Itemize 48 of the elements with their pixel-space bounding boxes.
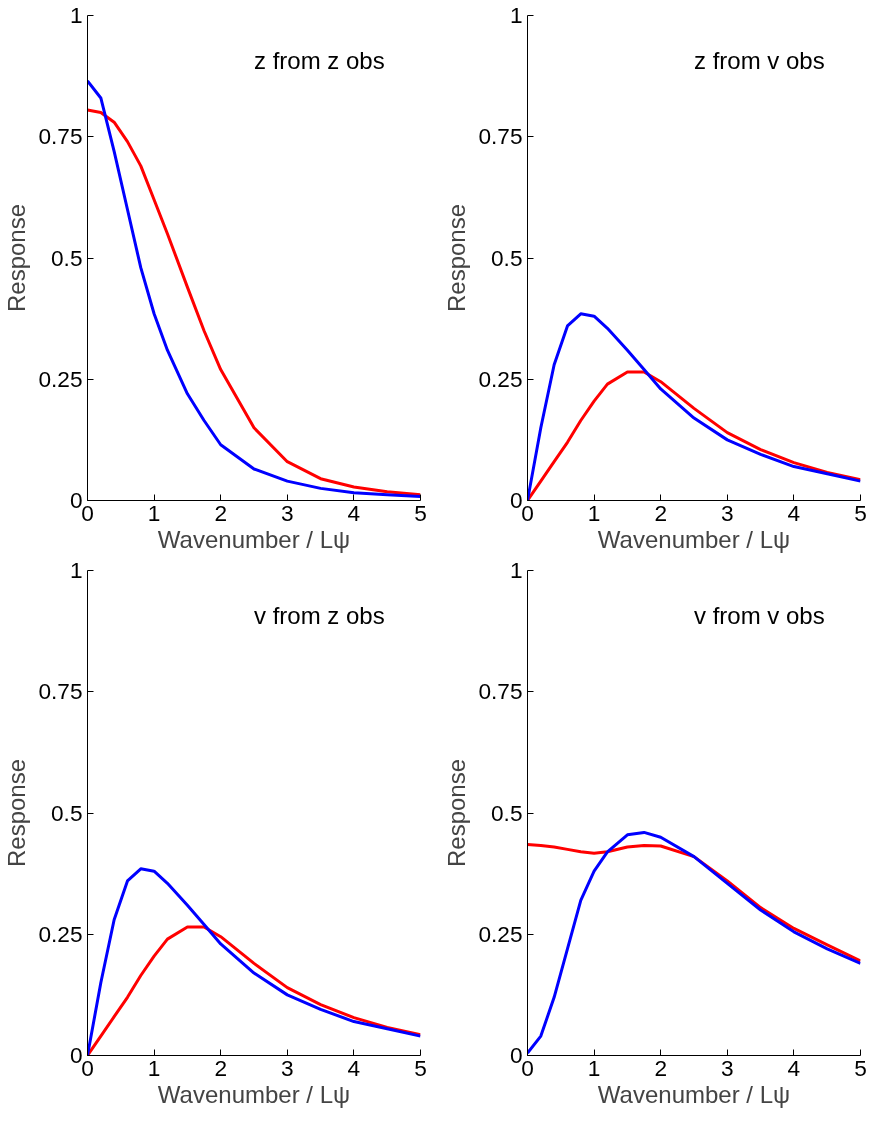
y-tick-label: 0.5 <box>51 244 83 271</box>
y-axis-title: Response <box>3 203 31 313</box>
y-tick-label: 1 <box>509 2 523 28</box>
x-tick-label: 5 <box>854 499 867 526</box>
y-axis-title: Response <box>443 203 471 313</box>
y-tick-label: 1 <box>69 557 83 583</box>
x-tick-label: 4 <box>347 1054 361 1081</box>
y-tick-label: 0.5 <box>491 244 523 271</box>
x-tick-label: 3 <box>281 499 294 526</box>
y-tick-label: 1 <box>509 557 523 583</box>
x-axis-title: Wavenumber / Lψ <box>157 525 351 553</box>
x-tick-label: 4 <box>787 1054 801 1081</box>
y-tick-label: 0.75 <box>478 678 523 705</box>
x-axis-title: Wavenumber / Lψ <box>597 1080 791 1108</box>
y-tick-label: 0.25 <box>38 365 83 392</box>
y-tick-label: 0.25 <box>478 365 523 392</box>
x-tick-label: 2 <box>214 499 228 526</box>
x-tick-label: 5 <box>414 1054 427 1081</box>
y-axis-title: Response <box>443 758 471 868</box>
text: v from z obs <box>254 601 385 629</box>
x-axis-title: Wavenumber / Lψ <box>597 525 791 553</box>
x-tick-label: 4 <box>787 499 801 526</box>
x-tick-label: 4 <box>347 499 361 526</box>
x-tick-label: 3 <box>721 499 734 526</box>
x-tick-label: 1 <box>147 499 161 526</box>
y-tick-label: 0.75 <box>38 123 83 150</box>
x-tick-label: 5 <box>414 499 427 526</box>
x-tick-label: 2 <box>214 1054 228 1081</box>
x-tick-label: 2 <box>654 1054 668 1081</box>
y-tick-label: 0.25 <box>38 920 83 947</box>
text: v from v obs <box>694 601 825 629</box>
y-tick-label: 0.5 <box>491 799 523 826</box>
x-tick-label: 3 <box>281 1054 294 1081</box>
text: z from v obs <box>694 46 825 74</box>
y-tick-label: 0.75 <box>38 678 83 705</box>
x-tick-label: 1 <box>147 1054 161 1081</box>
x-tick-label: 1 <box>587 1054 601 1081</box>
y-tick-label: 1 <box>69 2 83 28</box>
y-tick-label: 0.75 <box>478 123 523 150</box>
x-axis-title: Wavenumber / Lψ <box>157 1080 351 1108</box>
x-tick-label: 1 <box>587 499 601 526</box>
text: z from z obs <box>254 46 385 74</box>
y-tick-label: 0.5 <box>51 799 83 826</box>
y-tick-label: 0.25 <box>478 920 523 947</box>
x-tick-label: 5 <box>854 1054 867 1081</box>
y-axis-title: Response <box>3 758 31 868</box>
x-tick-label: 3 <box>721 1054 734 1081</box>
x-tick-label: 2 <box>654 499 668 526</box>
